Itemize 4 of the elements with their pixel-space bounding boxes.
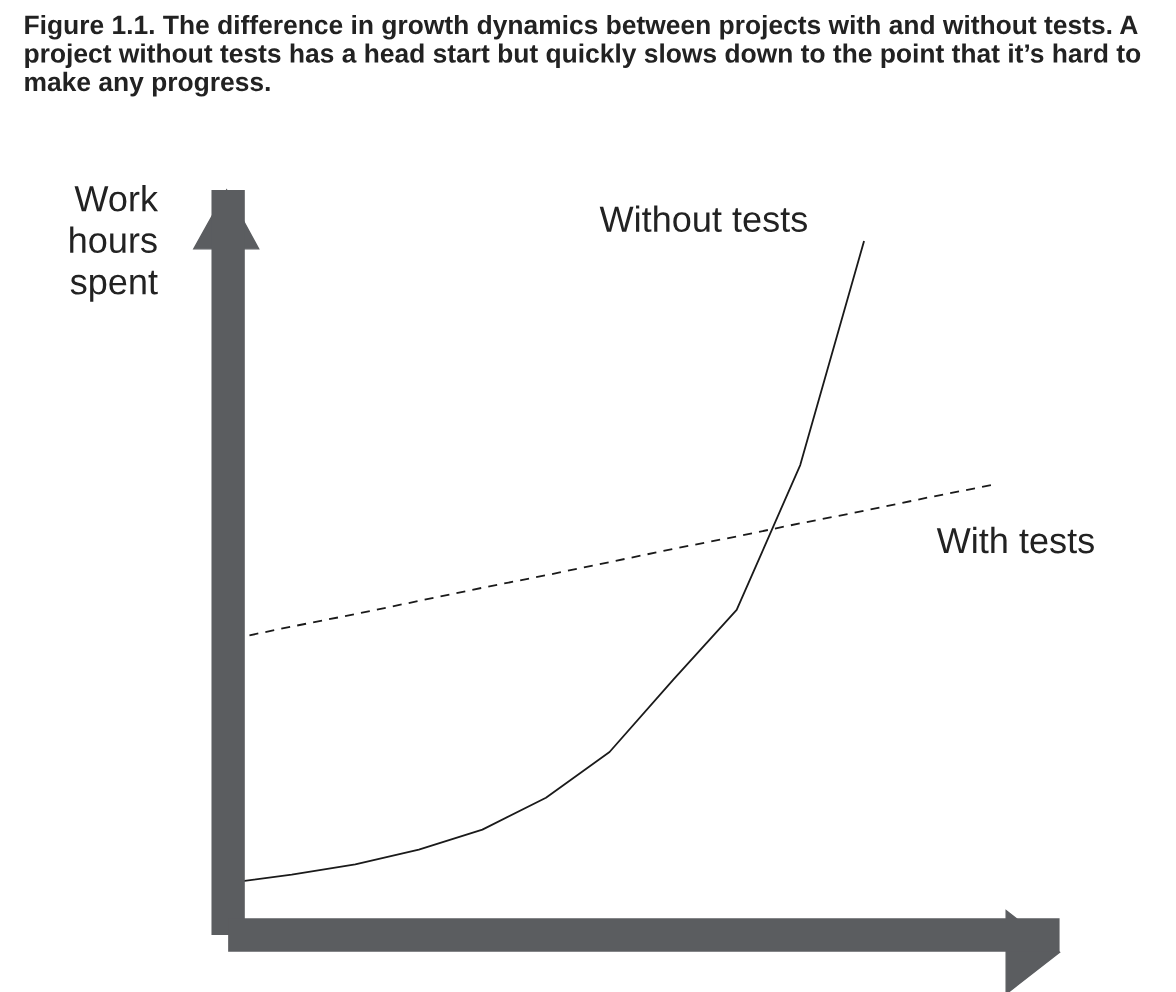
series-label: Without tests	[599, 205, 807, 233]
series-label: With tests	[936, 526, 1094, 554]
chart-title: Figure 1.1. The difference in growth dynamics between projects with and without tests. A project without tests has a head start but quickly slows down to the point that it’s hard to make any progress.	[25, 14, 1141, 97]
y-axis-title: Work hours spent	[70, 185, 159, 302]
